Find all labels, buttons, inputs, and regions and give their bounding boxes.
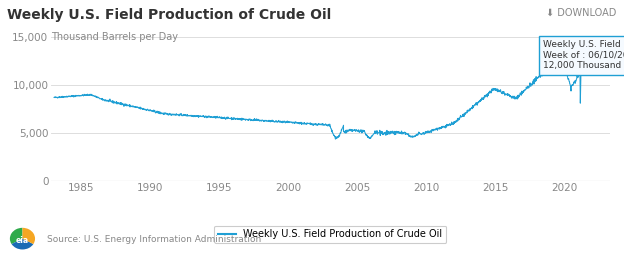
Text: Weekly U.S. Field Production of Crude Oil: Weekly U.S. Field Production of Crude Oi… (7, 8, 332, 22)
Wedge shape (12, 239, 33, 249)
Legend: Weekly U.S. Field Production of Crude Oil: Weekly U.S. Field Production of Crude Oi… (214, 225, 447, 243)
Text: Weekly U.S. Field Production of Crude Oil
Week of : 06/10/2022
12,000 Thousand B: Weekly U.S. Field Production of Crude Oi… (544, 40, 624, 70)
Text: Thousand Barrels per Day: Thousand Barrels per Day (51, 32, 178, 42)
Text: ⬇ DOWNLOAD: ⬇ DOWNLOAD (546, 8, 617, 18)
Text: eia: eia (16, 236, 29, 245)
Wedge shape (10, 228, 22, 244)
Wedge shape (22, 228, 35, 244)
Text: Source: U.S. Energy Information Administration: Source: U.S. Energy Information Administ… (47, 236, 261, 244)
